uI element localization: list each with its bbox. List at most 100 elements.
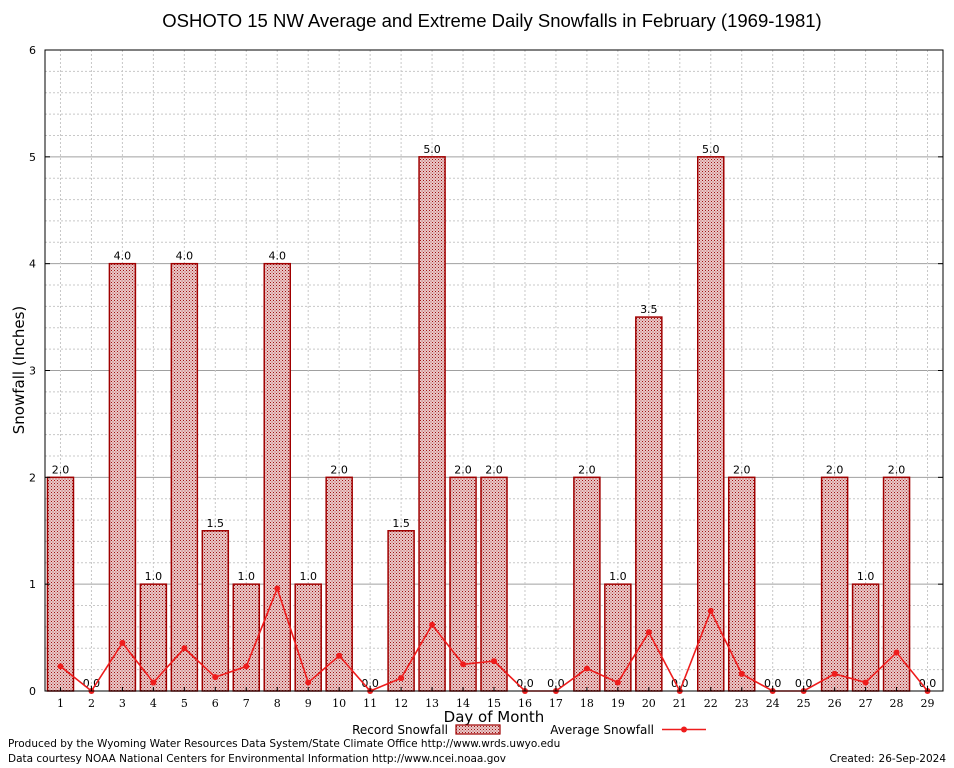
y-axis-ticks: 0 1 2 3 4 5 6 [29, 44, 943, 698]
bar-value-label: 2.0 [888, 463, 906, 476]
bar-value-label: 1.0 [238, 570, 256, 583]
x-tick-label: 18 [580, 697, 594, 710]
record-bar [604, 583, 632, 692]
average-point [398, 675, 405, 682]
x-tick-label: 2 [88, 697, 95, 710]
average-point [119, 639, 126, 646]
legend-average-marker [681, 726, 687, 733]
bar-series [46, 156, 911, 692]
x-tick-label: 15 [487, 697, 501, 710]
x-tick-label: 29 [921, 697, 935, 710]
average-point [57, 663, 64, 670]
bar-value-label: 1.0 [857, 570, 875, 583]
y-tick-label: 6 [29, 44, 36, 57]
record-bar [727, 476, 756, 692]
bar-value-label: 1.0 [609, 570, 627, 583]
record-bar [851, 583, 880, 692]
bar-value-label: 1.0 [145, 570, 163, 583]
legend-record-swatch [455, 724, 501, 735]
x-tick-label: 16 [518, 697, 532, 710]
created-date: 26-Sep-2024 [878, 753, 946, 765]
record-bar [697, 156, 725, 692]
record-bar [882, 476, 911, 692]
y-tick-label: 0 [29, 685, 36, 698]
average-point [831, 670, 838, 677]
y-tick-label: 5 [29, 151, 36, 164]
x-tick-label: 8 [274, 697, 281, 710]
bar-value-label: 2.0 [330, 463, 348, 476]
x-tick-label: 28 [890, 697, 904, 710]
bar-value-label: 4.0 [176, 250, 194, 263]
record-bar [387, 530, 415, 692]
bar-value-label: 4.0 [268, 250, 286, 263]
bar-value-label: 5.0 [702, 143, 720, 156]
bar-value-label: 2.0 [733, 463, 751, 476]
x-tick-label: 17 [549, 697, 563, 710]
footer-producer: Produced by the Wyoming Water Resources … [8, 738, 561, 750]
x-tick-label: 27 [859, 697, 873, 710]
x-tick-label: 10 [332, 697, 346, 710]
record-bar [170, 262, 199, 692]
bar-value-label: 0.0 [764, 677, 782, 690]
average-point [243, 663, 250, 670]
record-bar [418, 156, 446, 692]
average-point [274, 585, 281, 592]
x-tick-label: 13 [425, 697, 439, 710]
chart-legend: Record Snowfall Average Snowfall [352, 723, 706, 737]
record-bar [325, 476, 353, 692]
average-point [305, 679, 312, 686]
footer-created: Created: 26-Sep-2024 [825, 753, 946, 765]
record-bar [573, 476, 601, 692]
average-point [429, 621, 436, 628]
legend-average-label: Average Snowfall [550, 723, 654, 737]
bar-value-label: 2.0 [454, 463, 472, 476]
y-tick-label: 1 [29, 578, 36, 591]
legend-record-label: Record Snowfall [352, 723, 448, 737]
bar-value-label: 2.0 [578, 463, 596, 476]
average-point [181, 645, 188, 652]
bar-value-label: 2.0 [826, 463, 844, 476]
created-label: Created: [829, 753, 875, 765]
bar-value-label: 0.0 [547, 677, 565, 690]
bar-value-label: 2.0 [52, 463, 70, 476]
record-bar [449, 476, 477, 692]
footer-courtesy: Data courtesy NOAA National Centers for … [8, 753, 507, 765]
average-point [460, 661, 467, 668]
bar-value-label: 0.0 [795, 677, 813, 690]
y-tick-label: 4 [29, 258, 36, 271]
average-point [738, 670, 745, 677]
x-axis-ticks: 1 2 3 4 5 6 7 8 9 10 11 12 13 14 15 16 17 18 19 20 21 22 23 24 2… [57, 687, 935, 710]
bar-value-label: 1.5 [207, 517, 225, 530]
x-tick-label: 6 [212, 697, 219, 710]
y-axis-label: Snowfall (Inches) [10, 306, 28, 434]
x-tick-label: 24 [766, 697, 780, 710]
average-point [707, 607, 714, 614]
x-tick-label: 22 [704, 697, 718, 710]
bar-value-label: 5.0 [423, 143, 441, 156]
x-tick-label: 21 [673, 697, 687, 710]
average-point [862, 679, 869, 686]
x-tick-label: 9 [305, 697, 312, 710]
record-bar [201, 530, 230, 692]
average-point [150, 679, 157, 686]
record-bar [232, 583, 261, 692]
x-tick-label: 23 [735, 697, 749, 710]
average-point [645, 629, 652, 636]
average-point [491, 658, 497, 665]
average-point [893, 649, 900, 656]
average-point [212, 674, 219, 681]
x-tick-label: 1 [57, 697, 64, 710]
x-tick-label: 3 [119, 697, 126, 710]
x-tick-label: 25 [797, 697, 811, 710]
bar-value-label: 3.5 [640, 303, 658, 316]
record-bar [139, 583, 168, 692]
x-tick-label: 7 [243, 697, 250, 710]
x-axis-label: Day of Month [444, 708, 545, 726]
chart-title: OSHOTO 15 NW Average and Extreme Daily S… [162, 10, 821, 31]
x-tick-label: 19 [611, 697, 625, 710]
x-tick-label: 26 [828, 697, 842, 710]
y-tick-label: 3 [29, 365, 36, 378]
x-tick-label: 11 [363, 697, 377, 710]
y-tick-label: 2 [29, 471, 36, 484]
